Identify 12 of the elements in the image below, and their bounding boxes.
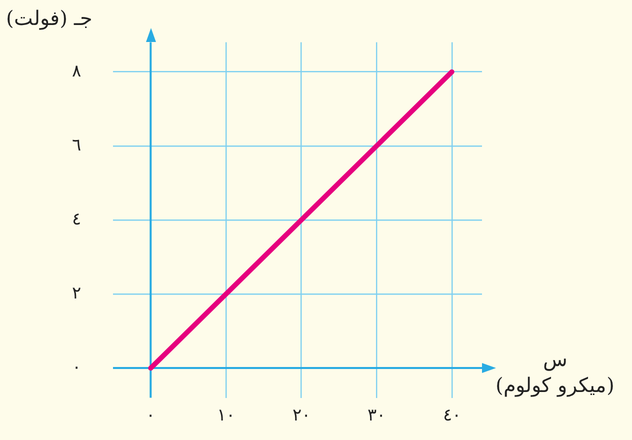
y-tick-label: ٦ [72, 135, 81, 156]
y-tick-label: ٤ [72, 209, 81, 230]
y-tick-label: ٢ [72, 284, 81, 304]
y-tick-label: ٨ [72, 61, 81, 82]
x-tick-label: ٣٠ [368, 405, 386, 426]
y-axis-title: جـ (فولت) [6, 6, 92, 30]
x-axis-title: س (ميكرو كولوم) [494, 346, 616, 398]
x-tick-label: ٢٠ [292, 405, 310, 426]
x-tick-label: ٤٠ [442, 405, 461, 426]
x-tick-label: ١٠ [216, 405, 235, 426]
y-tick-label: ٠ [72, 358, 81, 378]
x-tick-label: ٠ [146, 405, 156, 426]
